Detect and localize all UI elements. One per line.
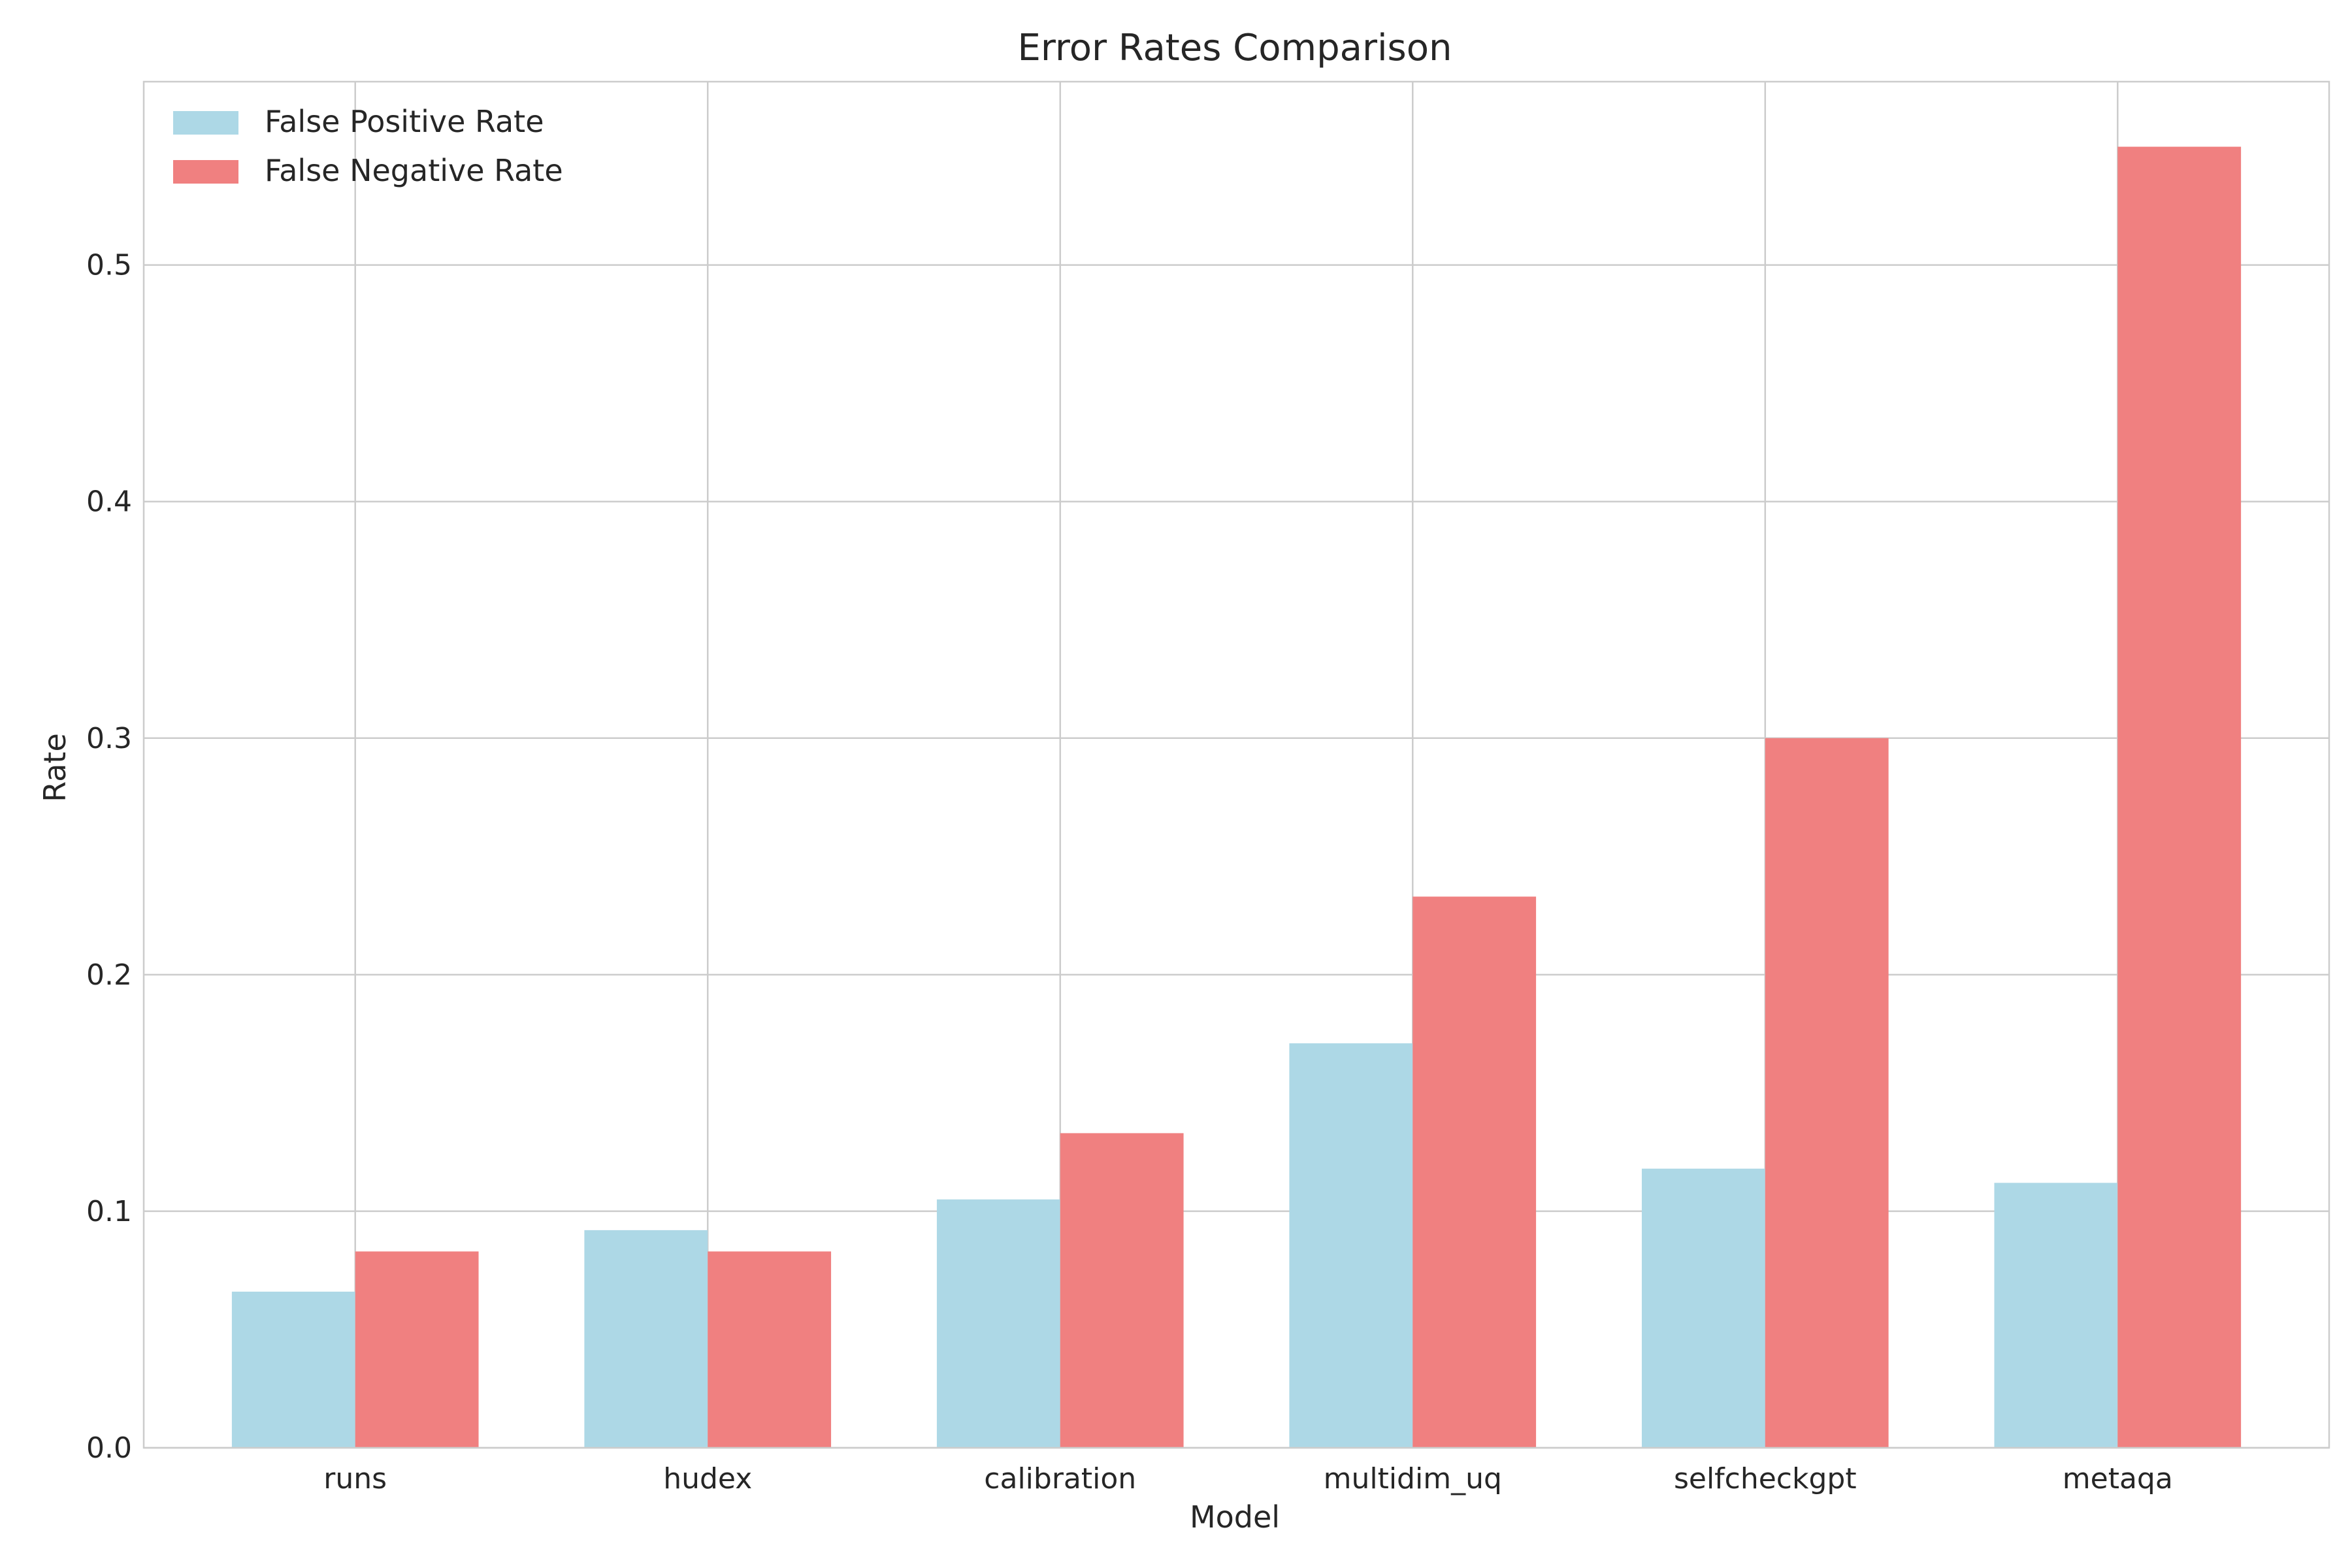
bar-false-negative-multidim_uq	[1413, 896, 1537, 1448]
bar-false-negative-hudex	[708, 1251, 832, 1448]
bar-false-positive-calibration	[936, 1199, 1060, 1448]
bar-false-positive-selfcheckgpt	[1641, 1168, 1765, 1448]
x-tick-label: selfcheckgpt	[1674, 1462, 1857, 1495]
y-tick-label: 0.2	[86, 958, 132, 992]
bar-false-negative-selfcheckgpt	[1765, 738, 1889, 1448]
y-tick-label: 0.5	[86, 249, 132, 282]
x-tick-label: multidim_uq	[1324, 1462, 1502, 1495]
x-tick-label: metaqa	[2063, 1462, 2173, 1495]
plot-frame	[142, 80, 2330, 1449]
bar-false-positive-metaqa	[1994, 1183, 2118, 1448]
legend-swatch	[173, 111, 238, 135]
x-tick-label: runs	[323, 1462, 387, 1495]
bar-false-negative-metaqa	[2117, 146, 2242, 1448]
bar-false-negative-runs	[355, 1251, 479, 1448]
legend-swatch	[173, 160, 238, 184]
x-axis-label: Model	[1190, 1499, 1280, 1535]
legend-label: False Positive Rate	[265, 104, 544, 139]
y-tick-label: 0.1	[86, 1195, 132, 1228]
bars	[231, 146, 2242, 1448]
legend-label: False Negative Rate	[265, 153, 563, 188]
y-tick-label: 0.0	[86, 1431, 132, 1465]
legend: False Positive Rate False Negative Rate	[173, 104, 563, 188]
bar-false-positive-multidim_uq	[1289, 1043, 1413, 1448]
y-tick-label: 0.3	[86, 722, 132, 755]
x-tick-label: calibration	[984, 1462, 1136, 1495]
chart-title: Error Rates Comparison	[1018, 27, 1452, 69]
x-tick-label: hudex	[663, 1462, 752, 1495]
bar-false-negative-calibration	[1060, 1133, 1184, 1448]
y-axis-label: Rate	[37, 733, 73, 802]
bar-false-positive-hudex	[584, 1230, 708, 1448]
bar-false-positive-runs	[231, 1292, 355, 1448]
y-tick-label: 0.4	[86, 485, 132, 519]
tick-labels: 0.0 0.1 0.2 0.3 0.4 0.5 runs hudex calibration mu…	[86, 249, 2173, 1495]
